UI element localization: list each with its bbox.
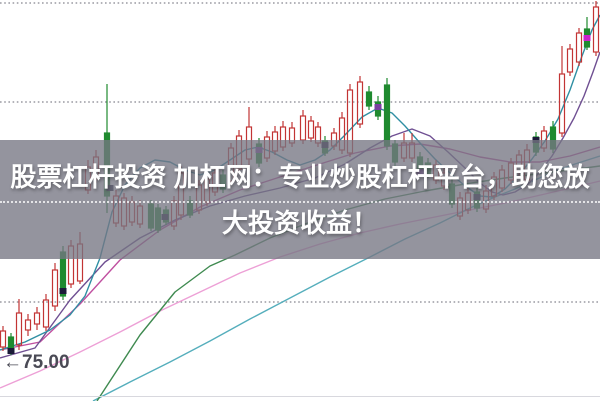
candle-body	[575, 32, 583, 63]
price-annotation-75: ←75.00	[3, 352, 70, 373]
candle-body	[566, 48, 574, 73]
signal-marker	[374, 104, 382, 110]
candle-body	[24, 319, 32, 331]
candle-body	[356, 81, 364, 125]
candle-body	[365, 91, 373, 107]
candle-body	[33, 312, 41, 325]
candle-body	[15, 312, 23, 346]
signal-marker	[7, 348, 15, 354]
candle-body	[299, 115, 307, 141]
signal-marker	[59, 288, 67, 294]
candle-body	[592, 6, 600, 53]
candle-body	[307, 120, 315, 139]
candle-body	[51, 269, 59, 307]
candle-body	[0, 330, 7, 348]
gridline-on-banner	[0, 201, 600, 203]
banner-text-line1: 股票杠杆投资 加杠网：专业炒股杠杆平台，助您放	[10, 161, 590, 192]
chart-bottom-axis-line	[0, 396, 600, 397]
candle-body	[42, 299, 50, 328]
candle-body	[558, 73, 566, 134]
text-overlay-banner: 股票杠杆投资 加杠网：专业炒股杠杆平台，助您放 大投资收益！	[0, 140, 600, 259]
candle-body	[383, 84, 391, 147]
banner-text-line2: 大投资收益！	[221, 207, 378, 238]
signal-marker	[583, 35, 591, 41]
